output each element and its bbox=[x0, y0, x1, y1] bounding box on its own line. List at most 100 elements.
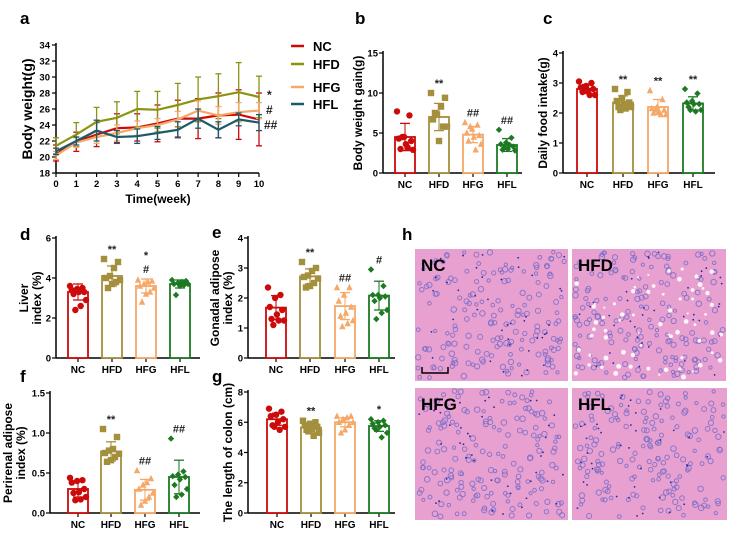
data-point bbox=[147, 474, 155, 482]
nucleus-dark bbox=[625, 290, 628, 293]
data-point bbox=[299, 417, 307, 424]
nucleus-dark bbox=[629, 399, 632, 402]
data-point bbox=[271, 423, 278, 430]
nucleus bbox=[622, 275, 629, 281]
nucleus bbox=[553, 299, 560, 305]
nucleus bbox=[471, 458, 477, 463]
nucleus bbox=[451, 356, 458, 364]
data-point bbox=[373, 315, 380, 323]
nucleus bbox=[554, 310, 560, 316]
data-point bbox=[308, 267, 316, 275]
nucleus bbox=[464, 316, 470, 322]
nucleus-dark bbox=[535, 399, 538, 402]
data-point bbox=[343, 414, 351, 421]
nucleus bbox=[501, 468, 508, 475]
nucleus bbox=[705, 346, 712, 353]
nucleus-dark bbox=[717, 305, 720, 308]
nucleus-dark bbox=[462, 443, 465, 446]
nucleus bbox=[720, 402, 726, 407]
y-axis-label: Daily food intake(g) bbox=[536, 57, 550, 168]
nucleus-dark bbox=[509, 492, 512, 495]
nucleus-dark bbox=[634, 429, 637, 432]
nucleus bbox=[469, 291, 476, 298]
nucleus bbox=[477, 477, 484, 484]
nucleus-dark bbox=[487, 298, 489, 301]
x-tick-label: 1 bbox=[74, 179, 80, 190]
data-point bbox=[75, 288, 83, 296]
nucleus bbox=[556, 434, 562, 440]
nucleus-dark bbox=[582, 481, 585, 483]
nucleus-dark bbox=[586, 452, 589, 454]
nucleus-dark bbox=[506, 485, 509, 488]
nucleus bbox=[721, 414, 726, 419]
data-point bbox=[102, 274, 110, 282]
lipid-droplet bbox=[647, 273, 650, 277]
nucleus bbox=[665, 338, 672, 345]
nucleus bbox=[572, 315, 578, 320]
bar-group-hfd: HFD ** bbox=[100, 244, 124, 376]
nucleus bbox=[480, 270, 487, 276]
lipid-droplet bbox=[686, 312, 689, 315]
nucleus bbox=[561, 258, 567, 265]
nucleus bbox=[633, 349, 640, 357]
nucleus bbox=[490, 500, 497, 507]
nucleus bbox=[642, 293, 649, 300]
lipid-droplet bbox=[631, 313, 635, 317]
panel-letter-b: b bbox=[355, 9, 365, 28]
nucleus-dark bbox=[493, 406, 495, 409]
lipid-droplet bbox=[603, 306, 606, 309]
nucleus bbox=[515, 307, 522, 315]
data-point bbox=[265, 405, 273, 412]
y-tick-label: 10 bbox=[367, 89, 378, 100]
nucleus bbox=[617, 457, 624, 465]
nucleus bbox=[624, 463, 629, 469]
lipid-droplet bbox=[588, 353, 592, 357]
data-point bbox=[429, 116, 437, 123]
y-tick-label: 4 bbox=[553, 49, 559, 60]
nucleus bbox=[588, 413, 594, 419]
lipid-droplet bbox=[667, 308, 673, 313]
nucleus bbox=[695, 251, 702, 258]
series-line-hfd bbox=[55, 91, 260, 147]
nucleus bbox=[711, 338, 718, 345]
data-point bbox=[68, 479, 75, 486]
data-point bbox=[495, 126, 503, 133]
nucleus bbox=[638, 334, 644, 340]
nucleus bbox=[512, 328, 519, 335]
data-point bbox=[99, 425, 107, 433]
nucleus bbox=[446, 414, 452, 419]
nucleus-dark bbox=[589, 305, 592, 308]
nucleus bbox=[594, 390, 601, 397]
lipid-droplet bbox=[704, 312, 707, 316]
lipid-droplet bbox=[667, 333, 670, 336]
bar bbox=[576, 88, 598, 174]
nucleus bbox=[432, 291, 439, 297]
nucleus bbox=[604, 370, 609, 375]
nucleus bbox=[537, 475, 544, 482]
nucleus bbox=[440, 259, 446, 265]
data-point bbox=[588, 79, 595, 87]
nucleus bbox=[515, 473, 522, 480]
nucleus bbox=[478, 356, 486, 363]
nucleus bbox=[553, 465, 559, 471]
nucleus bbox=[680, 456, 687, 463]
data-point bbox=[339, 415, 347, 422]
nucleus-dark bbox=[525, 315, 527, 318]
nucleus bbox=[576, 355, 582, 361]
nucleus bbox=[574, 277, 579, 282]
bar bbox=[334, 421, 356, 514]
data-point bbox=[382, 422, 389, 429]
data-point bbox=[349, 316, 357, 324]
nucleus bbox=[479, 389, 486, 396]
nucleus-dark bbox=[435, 502, 437, 505]
data-point bbox=[114, 258, 122, 266]
nucleus bbox=[529, 389, 535, 395]
nucleus bbox=[654, 440, 659, 446]
panel-letter-a: a bbox=[20, 9, 30, 28]
bar-group-nc: NC bbox=[575, 78, 599, 191]
nucleus bbox=[577, 333, 583, 338]
nucleus bbox=[474, 363, 481, 370]
nucleus bbox=[579, 364, 586, 371]
nucleus-dark bbox=[659, 439, 662, 441]
